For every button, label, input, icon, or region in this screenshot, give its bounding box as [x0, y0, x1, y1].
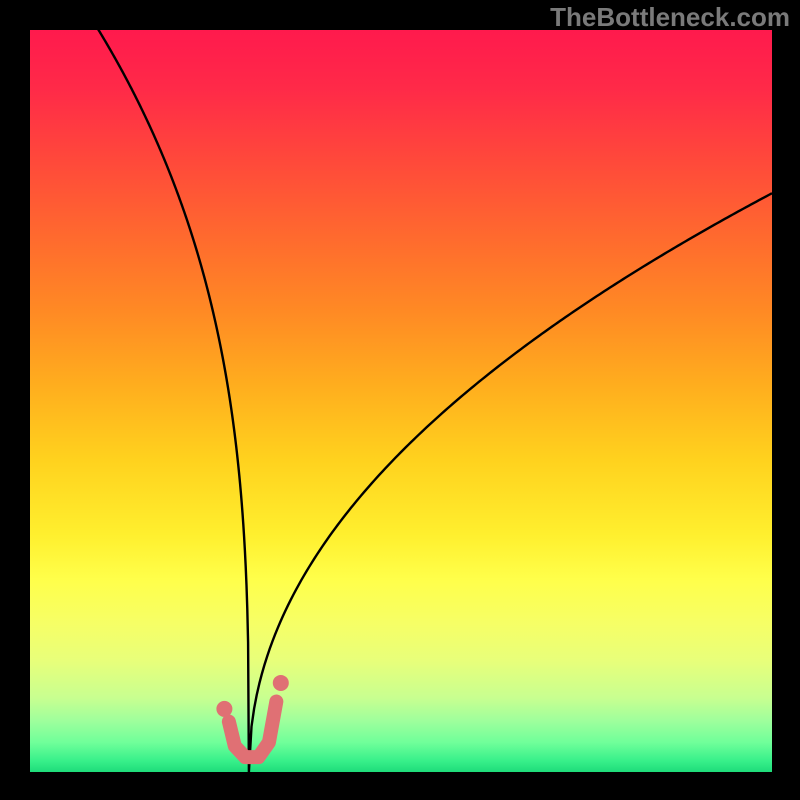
chart-canvas: TheBottleneck.com: [0, 0, 800, 800]
highlight-dot-left: [216, 701, 232, 717]
plot-area: [30, 15, 772, 772]
watermark-text: TheBottleneck.com: [550, 2, 790, 32]
highlight-dot-right: [273, 675, 289, 691]
gradient-background: [30, 30, 772, 772]
